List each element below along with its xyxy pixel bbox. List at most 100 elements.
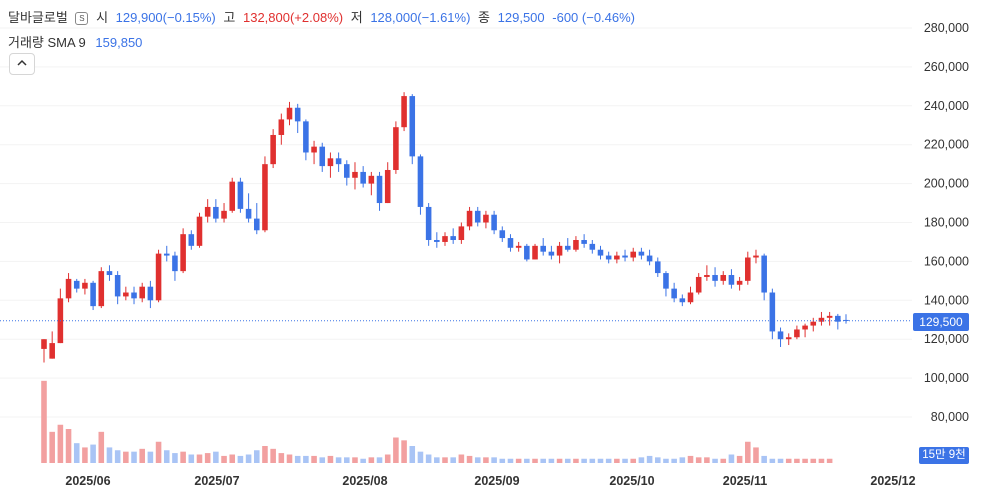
volume-bar [311,455,317,463]
volume-bar [818,458,825,463]
volume-bar [687,455,694,463]
candle-body [589,243,596,250]
candle-body [49,343,55,359]
candle-body [139,286,145,299]
volume-bar [671,458,677,463]
volume-bar [761,455,767,463]
candle-body [434,240,440,242]
volume-bar [581,458,587,463]
candle-body [327,158,334,167]
volume-bar [278,453,285,463]
volume-bar [720,458,727,463]
volume-bar [515,458,522,463]
volume-bar [213,451,219,463]
volume-bar [376,457,383,463]
candle-body [826,315,833,318]
y-tick-label: 140,000 [924,293,969,307]
candle-body [597,249,604,256]
volume-bar [564,458,571,463]
candle-body [278,119,285,135]
close-label: 종 [478,10,491,25]
volume-bar [90,444,96,463]
volume-bar [139,448,145,463]
candle-body [540,245,546,252]
volume-bar [499,458,506,463]
volume-bar [131,451,137,463]
candle-body [409,96,416,157]
volume-label: 거래량 SMA 9 [8,35,86,50]
candle-body [41,339,47,349]
volume-bar [695,457,702,463]
candle-body [253,218,260,231]
candle-body [303,121,309,153]
grid-lines [0,27,912,418]
volume-bar [229,454,236,463]
candle-body [687,292,694,303]
volume-bar [622,458,628,463]
volume-bar [785,458,792,463]
candle-body [393,127,399,170]
collapse-legend-button[interactable] [9,53,35,75]
volume-bar [597,458,604,463]
candle-body [425,206,432,241]
volume-bar [319,457,326,463]
volume-bar [163,450,170,463]
low-label: 저 [350,10,363,25]
volume-bar [712,458,718,463]
candle-body [82,282,88,289]
candle-body [777,331,784,340]
candle-body [548,251,555,256]
volume-bar [393,437,399,463]
volume-bar [204,453,211,463]
candle-body [196,216,203,246]
volume-bar [605,458,612,463]
y-tick-label: 120,000 [924,332,969,346]
volume-bar [736,455,743,463]
volume-bar [466,455,473,463]
candle-body [466,210,473,227]
x-tick-label: 2025/12 [870,474,915,488]
candle-body [810,321,817,326]
candle-body [679,298,686,303]
volume-bar [114,450,121,463]
candle-body [605,255,612,260]
candle-body [818,317,825,322]
candle-body [180,234,186,272]
candle-body [155,253,162,301]
volume-bar [73,443,80,463]
candle-body [442,236,448,242]
stock-name: 달바글로벌 [8,10,68,25]
candle-body [745,257,751,281]
volume-bar [41,380,47,463]
volume-bar [49,431,55,463]
volume-value: 159,850 [95,35,143,50]
candle-body [794,329,800,338]
candle-body [524,245,530,260]
open-label: 시 [96,10,109,25]
volume-bar [303,455,309,463]
candle-body [319,146,326,167]
candle-body [728,275,735,285]
volume-bar [237,455,244,463]
candle-body [614,255,620,260]
candle-body [483,214,489,223]
volume-bar [548,458,555,463]
x-axis: 2025/06 2025/07 2025/08 2025/09 2025/10 2025/… [65,474,915,488]
x-tick-label: 2025/08 [342,474,387,488]
volume-bar [417,451,424,463]
close-value: 129,500 [497,10,545,25]
volume-bar [147,451,154,463]
x-tick-label: 2025/11 [723,474,768,488]
volume-bar [573,458,579,463]
volume-bar [589,458,596,463]
candle-body [114,275,121,297]
chevron-up-icon [17,59,27,66]
candle-body [213,206,219,219]
candle-body [458,226,465,241]
volume-bar [483,457,489,463]
candle-body [785,337,792,340]
volume-bar [532,458,538,463]
volume-bar [155,441,162,463]
volume-bar [769,458,776,463]
